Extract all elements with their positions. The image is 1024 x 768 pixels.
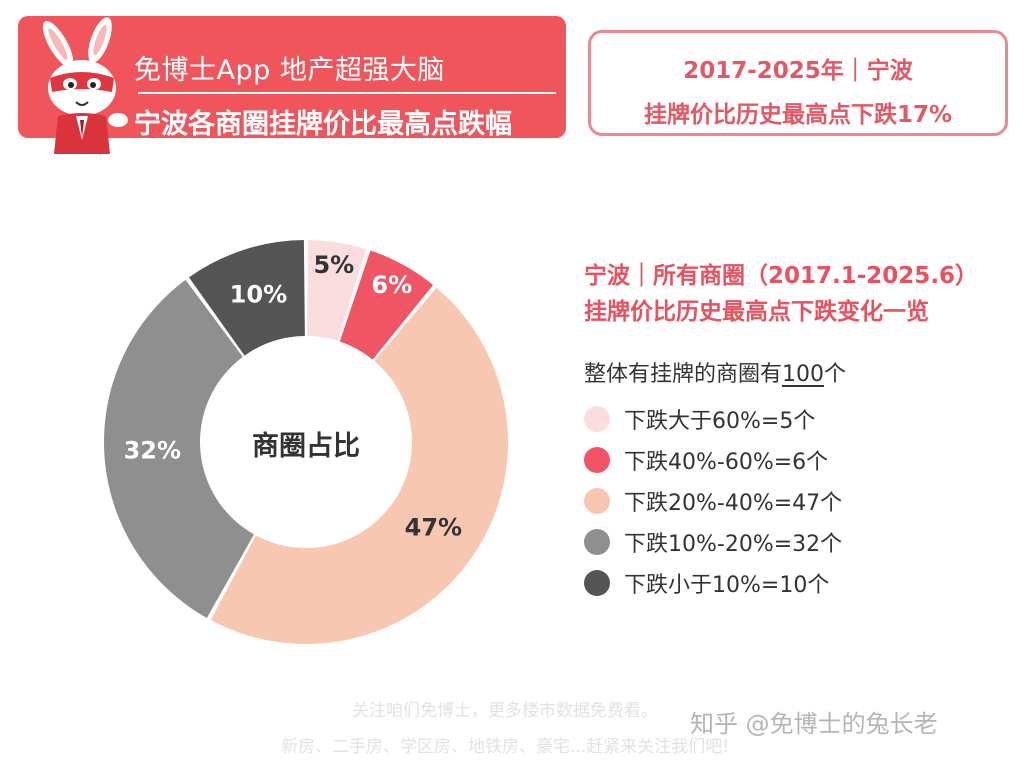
legend-label: 下跌小于10%=10个 — [624, 572, 830, 598]
header-banner: 免博士App 地产超强大脑 宁波各商圈挂牌价比最高点跌幅 — [18, 16, 566, 154]
rabbit-mascot-icon — [42, 17, 128, 154]
donut-slice — [307, 240, 367, 341]
zhihu-watermark: 知乎 @免博士的兔长老 — [690, 710, 938, 738]
legend-item: 下跌10%-20%=32个 — [584, 521, 842, 562]
legend-item: 下跌20%-40%=47个 — [584, 480, 842, 521]
donut-center-label: 商圈占比 — [252, 431, 360, 462]
summary-prefix: 整体有挂牌的商圈有 — [584, 362, 783, 387]
slice-value-label: 32% — [124, 437, 181, 465]
donut-slice — [210, 287, 508, 644]
donut-slice — [104, 279, 254, 618]
summary-suffix: 个 — [824, 362, 847, 387]
legend-label: 下跌10%-20%=32个 — [624, 531, 843, 557]
summary-box-period: 2017-2025年｜宁波 — [683, 58, 913, 84]
legend-item: 下跌大于60%=5个 — [584, 398, 842, 439]
footer-promo-line1: 关注咱们免博士，更多楼市数据免费看。 — [352, 701, 658, 721]
total-summary: 整体有挂牌的商圈有100个 — [584, 356, 846, 388]
legend-swatch — [584, 405, 610, 432]
donut-chart: 5% 6% 47% 32% 10% — [104, 240, 508, 644]
legend-item: 下跌40%-60%=6个 — [584, 439, 842, 480]
legend-swatch — [584, 446, 610, 473]
chart-subtitle: 宁波各商圈挂牌价比最高点跌幅 — [134, 109, 512, 140]
summary-box-decline: 挂牌价比历史最高点下跌17% — [643, 102, 953, 128]
slice-value-label: 10% — [230, 281, 287, 309]
legend-label: 下跌大于60%=5个 — [624, 408, 816, 434]
legend-title: 宁波｜所有商圈（2017.1-2025.6） 挂牌价比历史最高点下跌变化一览 — [584, 258, 978, 330]
legend-title-line2: 挂牌价比历史最高点下跌变化一览 — [584, 299, 929, 325]
legend-label: 下跌20%-40%=47个 — [624, 490, 843, 516]
legend-swatch — [584, 487, 610, 514]
brand-title: 免博士App 地产超强大脑 — [134, 55, 445, 86]
donut-slice — [188, 240, 305, 356]
summary-box: 2017-2025年｜宁波 挂牌价比历史最高点下跌17% — [588, 30, 1008, 136]
donut-slice — [339, 250, 434, 360]
legend-title-line1: 宁波｜所有商圈（2017.1-2025.6） — [584, 263, 979, 289]
banner-divider — [138, 92, 556, 94]
legend-swatch — [584, 528, 610, 555]
footer-promo-line2: 新房、二手房、学区房、地铁房、豪宅...赶紧来关注我们吧! — [280, 737, 730, 757]
summary-count: 100 — [782, 362, 825, 387]
legend-label: 下跌40%-60%=6个 — [624, 449, 829, 475]
slice-value-label: 6% — [371, 271, 412, 299]
chart-legend: 下跌大于60%=5个 下跌40%-60%=6个 下跌20%-40%=47个 下跌… — [584, 398, 842, 603]
legend-item: 下跌小于10%=10个 — [584, 562, 842, 603]
legend-swatch — [584, 569, 610, 596]
slice-value-label: 5% — [313, 251, 354, 279]
slice-value-label: 47% — [405, 514, 462, 542]
